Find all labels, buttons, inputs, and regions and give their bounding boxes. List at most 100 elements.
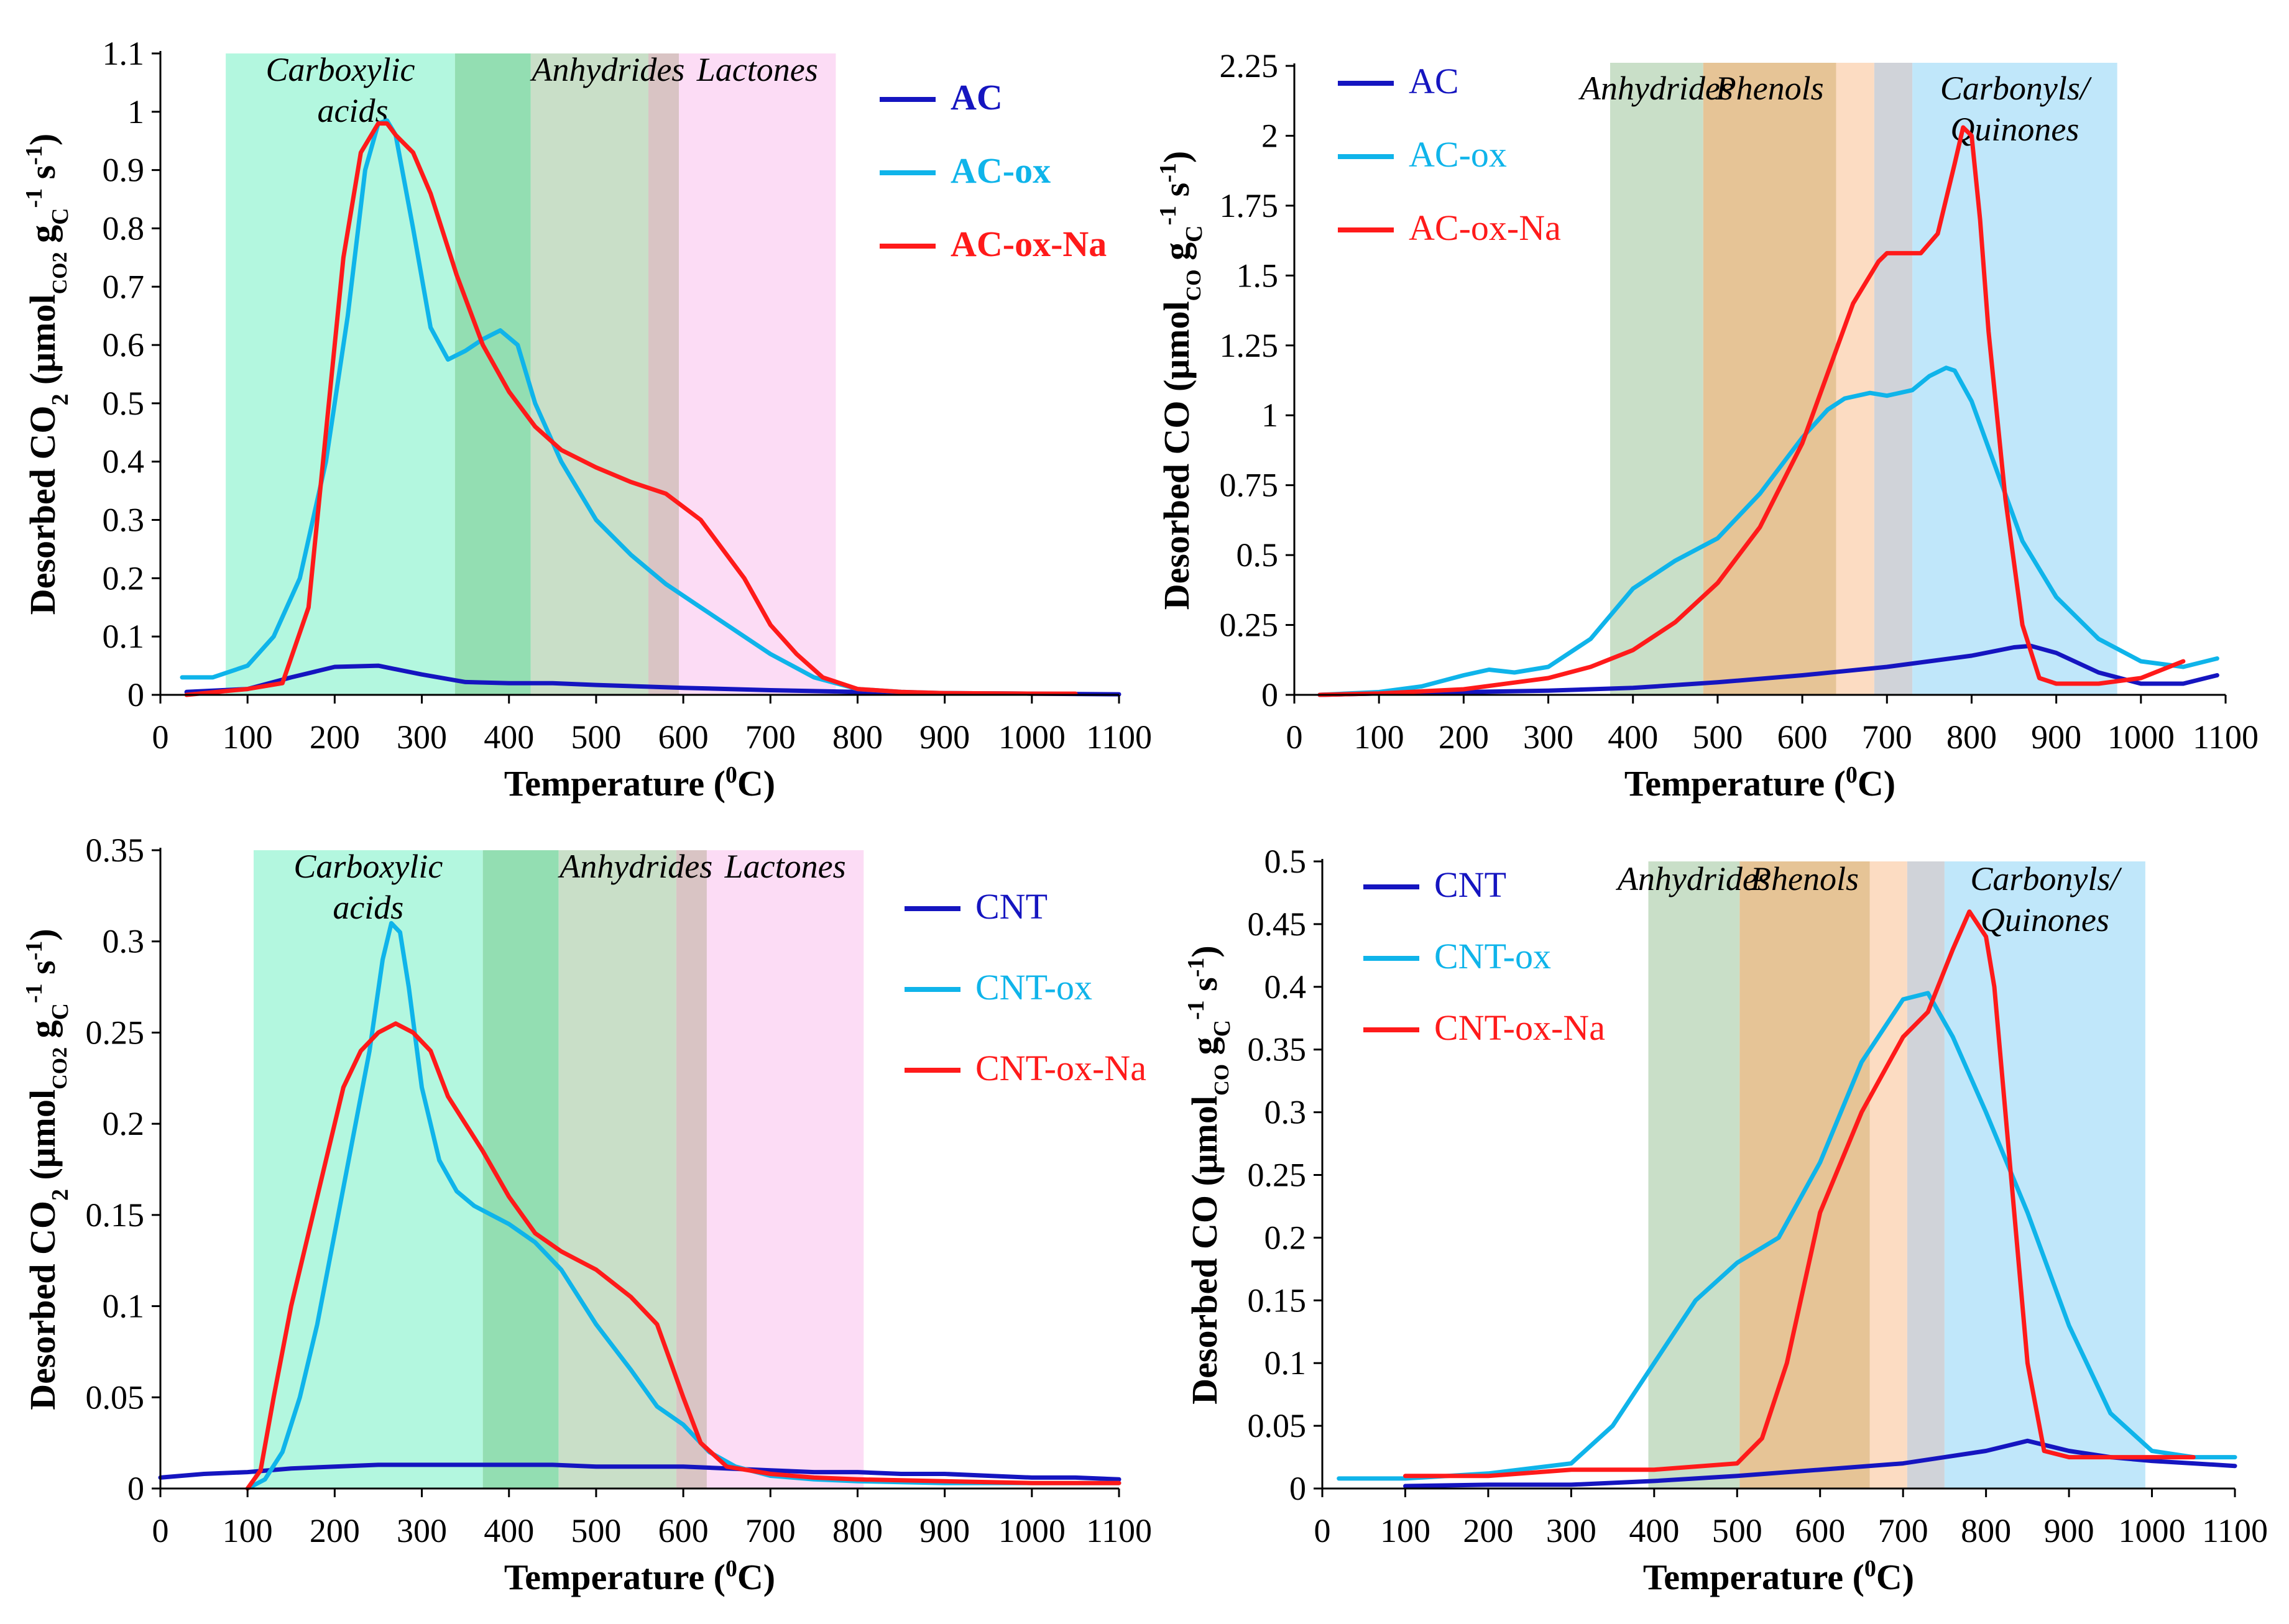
chart-panel-bottom-left: Carboxylic acids Anhydrides Lactones 0 0.05 0.… — [21, 832, 1152, 1597]
x-tick-label: 500 — [1712, 1512, 1762, 1549]
y-tick-label: 0.2 — [1264, 1219, 1307, 1256]
x-tick-label: 500 — [571, 718, 621, 756]
y-tick-label: 1 — [127, 93, 144, 131]
x-tick-label: 0 — [1286, 718, 1303, 756]
legend-label: CNT-ox-Na — [975, 1048, 1146, 1088]
y-tick-label: 0.25 — [1220, 607, 1279, 644]
x-tick-label: 300 — [1523, 718, 1573, 756]
x-tick-label: 800 — [1961, 1512, 2011, 1549]
y-tick-label: 1.5 — [1237, 257, 1279, 294]
region-band — [1912, 63, 2117, 695]
y-tick-label: 0.45 — [1248, 906, 1307, 943]
x-tick-label: 800 — [832, 1512, 883, 1549]
x-tick-label: 200 — [1439, 718, 1489, 756]
y-tick-label: 2 — [1261, 117, 1278, 154]
y-tick-label: 0.25 — [1248, 1157, 1307, 1194]
series-line — [1317, 365, 2219, 697]
x-tick-label: 900 — [919, 718, 970, 756]
region-label: Carbonyls/ — [1970, 860, 2122, 897]
y-tick-label: 0.1 — [1264, 1344, 1307, 1382]
legend-label: CNT-ox — [1434, 936, 1551, 976]
y-tick-label: 0.05 — [1248, 1407, 1307, 1444]
y-tick-label: 0.9 — [103, 152, 145, 189]
x-tick-label: 500 — [571, 1512, 621, 1549]
series-line — [1403, 1438, 2237, 1489]
x-tick-label: 200 — [1463, 1512, 1513, 1549]
x-tick-label: 1000 — [2107, 718, 2175, 756]
legend: AC AC-ox AC-ox-Na — [1338, 61, 1561, 248]
y-tick-label: 0.1 — [103, 1288, 145, 1325]
x-tick-label: 0 — [152, 718, 169, 756]
x-tick-label: 600 — [1795, 1512, 1845, 1549]
x-tick-label: 1000 — [998, 1512, 1066, 1549]
y-tick-label: 0.7 — [103, 268, 145, 305]
x-tick-label: 800 — [832, 718, 883, 756]
region-label: Carboxylic — [293, 848, 443, 885]
region-band — [706, 850, 864, 1489]
x-axis-title: Temperature (0C) — [504, 1556, 775, 1597]
series-line — [1317, 643, 2219, 697]
x-tick-label: 400 — [484, 1512, 534, 1549]
series-line — [245, 1021, 1121, 1491]
x-tick-label: 700 — [1878, 1512, 1928, 1549]
x-axis-title: Temperature (0C) — [1643, 1556, 1914, 1597]
y-tick-label: 0.2 — [103, 559, 145, 597]
y-tick-label: 0 — [1261, 676, 1278, 713]
region-band — [1874, 63, 1913, 695]
y-tick-label: 0.5 — [103, 385, 145, 422]
region-band — [1739, 861, 1870, 1489]
x-tick-label: 200 — [310, 718, 360, 756]
y-tick-label: 0.15 — [86, 1196, 145, 1234]
legend-label: AC-ox-Na — [951, 224, 1107, 264]
y-axis-title: Desorbed CO (μmolCO gC-1 s-1) — [1183, 945, 1235, 1405]
y-tick-label: 0.4 — [103, 443, 145, 480]
legend-label: AC-ox-Na — [1409, 208, 1561, 248]
x-tick-label: 700 — [1862, 718, 1912, 756]
region-label: acids — [333, 889, 403, 926]
x-tick-label: 400 — [1629, 1512, 1679, 1549]
region-band — [454, 53, 531, 695]
series-line — [1337, 991, 2237, 1481]
x-tick-label: 1100 — [1086, 1512, 1152, 1549]
y-tick-label: 2.25 — [1220, 47, 1279, 85]
region-band — [558, 850, 676, 1489]
y-axis-title: Desorbed CO2 (μmolCO2 gC-1 s-1) — [21, 929, 73, 1410]
x-tick-label: 1100 — [1086, 718, 1152, 756]
legend: CNT CNT-ox CNT-ox-Na — [1363, 865, 1605, 1048]
x-tick-label: 900 — [919, 1512, 970, 1549]
region-band — [676, 850, 707, 1489]
region-label: Phenols — [1750, 860, 1859, 897]
region-label: Anhydrides — [1578, 70, 1733, 107]
x-tick-label: 400 — [1608, 718, 1658, 756]
series-line — [1403, 909, 2196, 1479]
region-label: Anhydrides — [558, 848, 712, 885]
x-tick-label: 700 — [745, 718, 796, 756]
region-label: Anhydrides — [530, 51, 684, 88]
x-tick-label: 1000 — [998, 718, 1066, 756]
y-axis-title: Desorbed CO (μmolCO gC-1 s-1) — [1155, 151, 1207, 610]
x-tick-label: 500 — [1692, 718, 1743, 756]
y-tick-label: 0 — [127, 1470, 144, 1507]
x-axis-title: Temperature (0C) — [504, 762, 775, 804]
x-tick-label: 900 — [2031, 718, 2081, 756]
y-tick-label: 0.4 — [1264, 968, 1307, 1006]
y-tick-label: 1.75 — [1220, 187, 1279, 224]
legend-label: CNT — [1434, 865, 1506, 905]
x-tick-label: 300 — [1546, 1512, 1596, 1549]
region-band — [1869, 861, 1907, 1489]
y-tick-label: 0.1 — [103, 618, 145, 655]
region-band — [1907, 861, 1945, 1489]
series-line — [184, 121, 1078, 697]
region-band — [1836, 63, 1874, 695]
region-band — [1648, 861, 1740, 1489]
legend-label: CNT — [975, 886, 1048, 927]
region-band — [253, 850, 483, 1489]
y-tick-label: 0 — [1289, 1470, 1306, 1507]
x-axis-title: Temperature (0C) — [1624, 762, 1895, 804]
legend-label: AC — [1409, 61, 1459, 101]
x-tick-label: 100 — [1380, 1512, 1430, 1549]
y-tick-label: 0.2 — [103, 1105, 145, 1142]
y-tick-label: 0.15 — [1248, 1282, 1307, 1319]
